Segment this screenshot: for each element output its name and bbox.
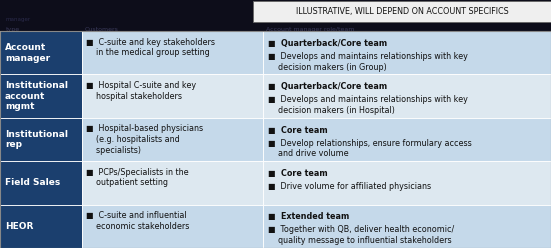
Bar: [0, 0, 551, 31]
Text: ■  Drive volume for affiliated physicians: ■ Drive volume for affiliated physicians: [268, 182, 431, 191]
Text: HEOR: HEOR: [5, 222, 33, 231]
Bar: [263, 205, 551, 248]
Text: ■  C-suite and key stakeholders
    in the medical group setting: ■ C-suite and key stakeholders in the me…: [86, 37, 215, 57]
Text: ■  PCPs/Specialists in the
    outpatient setting: ■ PCPs/Specialists in the outpatient set…: [86, 168, 188, 187]
Text: type: type: [6, 27, 20, 32]
Bar: [0, 31, 82, 74]
Bar: [82, 74, 263, 118]
Bar: [82, 205, 263, 248]
Text: manager: manager: [6, 17, 31, 22]
Text: ILLUSTRATIVE, WILL DEPEND ON ACCOUNT SPECIFICS: ILLUSTRATIVE, WILL DEPEND ON ACCOUNT SPE…: [296, 7, 509, 16]
Bar: [82, 118, 263, 161]
Bar: [0, 74, 82, 118]
Text: ■  C-suite and influential
    economic stakeholders: ■ C-suite and influential economic stake…: [86, 211, 190, 231]
Text: Customers: Customers: [84, 27, 118, 32]
Text: Field Sales: Field Sales: [5, 178, 60, 187]
Bar: [0, 161, 82, 205]
Bar: [253, 0, 551, 22]
Text: Institutional
rep: Institutional rep: [5, 130, 68, 149]
Bar: [263, 161, 551, 205]
Text: ■  Core team: ■ Core team: [268, 125, 327, 135]
Text: ■  Quarterback/Core team: ■ Quarterback/Core team: [268, 39, 387, 48]
Text: ■  Hospital C-suite and key
    hospital stakeholders: ■ Hospital C-suite and key hospital stak…: [86, 81, 196, 101]
Bar: [0, 205, 82, 248]
Bar: [82, 31, 263, 74]
Text: ■  Develops and maintains relationships with key
    decision makers (in Group): ■ Develops and maintains relationships w…: [268, 52, 468, 72]
Text: ■  Together with QB, deliver health economic/
    quality message to influential: ■ Together with QB, deliver health econo…: [268, 225, 454, 245]
Bar: [263, 31, 551, 74]
Text: ■  Develops and maintains relationships with key
    decision makers (in Hospita: ■ Develops and maintains relationships w…: [268, 95, 468, 115]
Text: ■  Core team: ■ Core team: [268, 169, 327, 178]
Text: ■  Develop relationships, ensure formulary access
    and drive volume: ■ Develop relationships, ensure formular…: [268, 139, 472, 158]
Bar: [263, 74, 551, 118]
Text: ■  Quarterback/Core team: ■ Quarterback/Core team: [268, 82, 387, 91]
Bar: [0, 118, 82, 161]
Bar: [0, 31, 551, 248]
Text: Institutional
account
mgmt: Institutional account mgmt: [5, 81, 68, 111]
Bar: [263, 118, 551, 161]
Text: ■  Extended team: ■ Extended team: [268, 212, 349, 221]
Bar: [82, 161, 263, 205]
Text: ■  Hospital-based physicians
    (e.g. hospitalists and
    specialists): ■ Hospital-based physicians (e.g. hospit…: [86, 124, 203, 155]
Text: Account
manager: Account manager: [5, 43, 50, 62]
Text: Account manager role/team: Account manager role/team: [266, 27, 354, 32]
